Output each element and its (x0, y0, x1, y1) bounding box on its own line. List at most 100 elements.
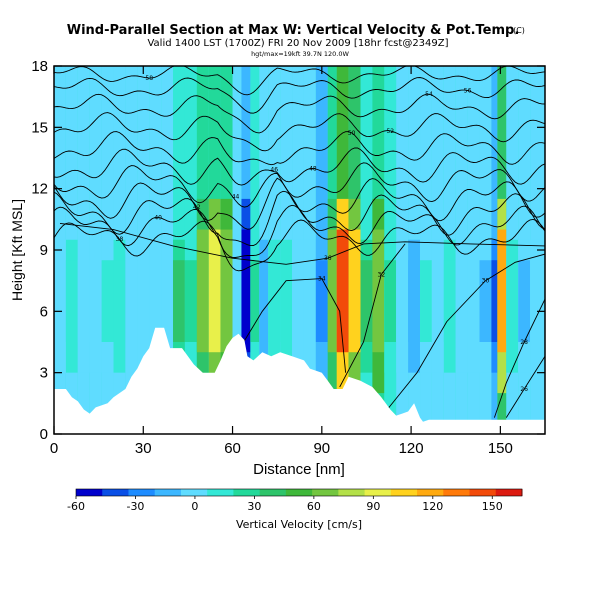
isentrope-line (54, 218, 545, 272)
colorbar-tick-label: 30 (247, 500, 261, 513)
colorbar-swatch (154, 489, 182, 496)
isentrope-line (505, 356, 545, 418)
w-cell-core (348, 229, 361, 353)
isentrope-line (54, 93, 545, 134)
w-cell-core (467, 260, 480, 342)
isentrope-line (54, 112, 545, 152)
x-tick-label: 150 (488, 440, 513, 457)
w-cell-core (408, 260, 421, 342)
y-tick-label: 3 (40, 365, 48, 382)
w-cell-core (89, 260, 102, 342)
w-cell-core (149, 260, 162, 342)
w-cell-core (54, 260, 66, 342)
w-cell-core (372, 229, 385, 353)
colorbar-tick-label: 60 (307, 500, 321, 513)
isentrope-line (386, 253, 545, 410)
w-cell-core (220, 229, 233, 353)
colorbar-swatch (364, 489, 392, 496)
w-cell-core (161, 260, 174, 342)
isentrope-label: 40 (154, 214, 162, 221)
isentrope-line (54, 162, 545, 208)
y-tick-label: 18 (31, 58, 48, 75)
y-axis-label: Height [Kft MSL] (9, 199, 25, 301)
colorbar-swatch (180, 489, 208, 496)
isentrope-label: 58 (145, 75, 153, 82)
colorbar-swatch (259, 489, 287, 496)
isentrope-label: 26 (520, 386, 528, 393)
isentrope-line (59, 222, 545, 265)
w-cell-core (208, 229, 221, 353)
w-cell-core (232, 260, 242, 342)
w-cell-core (315, 260, 328, 342)
w-cell-core (250, 260, 260, 342)
colorbar-swatch (495, 489, 523, 496)
w-cell-core (455, 260, 468, 342)
w-cell-core (292, 260, 304, 342)
x-tick-label: 0 (50, 440, 58, 457)
x-tick-label: 30 (135, 440, 152, 457)
isentrope-label: 44 (232, 193, 240, 200)
isentrope-label: 34 (318, 276, 326, 283)
x-tick-label: 90 (313, 440, 330, 457)
isentrope-label: 56 (464, 88, 472, 95)
w-cell-core (431, 260, 444, 342)
isentrope-label: 52 (386, 128, 394, 135)
w-cell-core (77, 260, 90, 342)
w-cell-core (65, 260, 78, 342)
w-cell-core (196, 229, 209, 353)
isentrope-line (232, 278, 347, 373)
isentrope-label: 46 (270, 166, 278, 173)
w-cell-core (420, 260, 432, 342)
w-cell-core (518, 260, 531, 342)
isentrope-label: 30 (482, 278, 490, 285)
isentrope-line (54, 77, 545, 114)
isentrope-line (54, 66, 545, 96)
isentrope-label: 42 (193, 204, 201, 211)
colorbar-swatch (285, 489, 313, 496)
colorbar-tick-label: 150 (482, 500, 503, 513)
w-cell-core (443, 260, 456, 342)
w-cell-core (396, 260, 409, 342)
colorbar-label: Vertical Velocity [cm/s] (236, 518, 362, 531)
isentrope-line (54, 177, 545, 230)
colorbar-tick-label: -30 (126, 500, 144, 513)
w-cell-core (497, 229, 507, 353)
w-cell-core (491, 260, 498, 342)
isentrope-label: 54 (425, 91, 433, 98)
colorbar-tick-label: -60 (67, 500, 85, 513)
w-cell-core (506, 260, 519, 342)
y-tick-label: 12 (31, 181, 48, 198)
isentrope-label: 36 (324, 255, 332, 262)
colorbar-swatch (207, 489, 234, 496)
colorbar-swatch (76, 489, 103, 496)
isentrope-label: 50 (348, 130, 356, 137)
w-cell-core (384, 260, 397, 342)
isentrope-line (54, 131, 545, 166)
chart-title-mark: (C) (513, 26, 525, 35)
terrain (54, 327, 545, 434)
colorbar-swatch (233, 489, 261, 496)
colorbar-swatch (443, 489, 471, 496)
colorbar-swatch (338, 489, 366, 496)
isentrope-label: 32 (378, 272, 386, 279)
colorbar-swatch (417, 489, 444, 496)
w-cell-core (530, 260, 545, 342)
w-cell-core (241, 229, 251, 353)
colorbar-swatch (102, 489, 129, 496)
w-cell-core (268, 260, 281, 342)
w-cell-core (113, 260, 126, 342)
w-cell-core (137, 260, 150, 342)
colorbar-swatch (390, 489, 418, 496)
w-cell-core (360, 260, 373, 342)
isentrope-label: 28 (520, 339, 528, 346)
isentrope-label: 48 (309, 165, 317, 172)
colorbar: -60 -30 0 30 60 90 120 150 (67, 488, 523, 513)
w-cell-core (125, 260, 138, 342)
y-tick-label: 15 (31, 119, 48, 136)
w-cell-core (173, 260, 185, 342)
x-tick-label: 60 (224, 440, 241, 457)
isentrope-line (54, 147, 545, 186)
w-cell-core (303, 260, 316, 342)
